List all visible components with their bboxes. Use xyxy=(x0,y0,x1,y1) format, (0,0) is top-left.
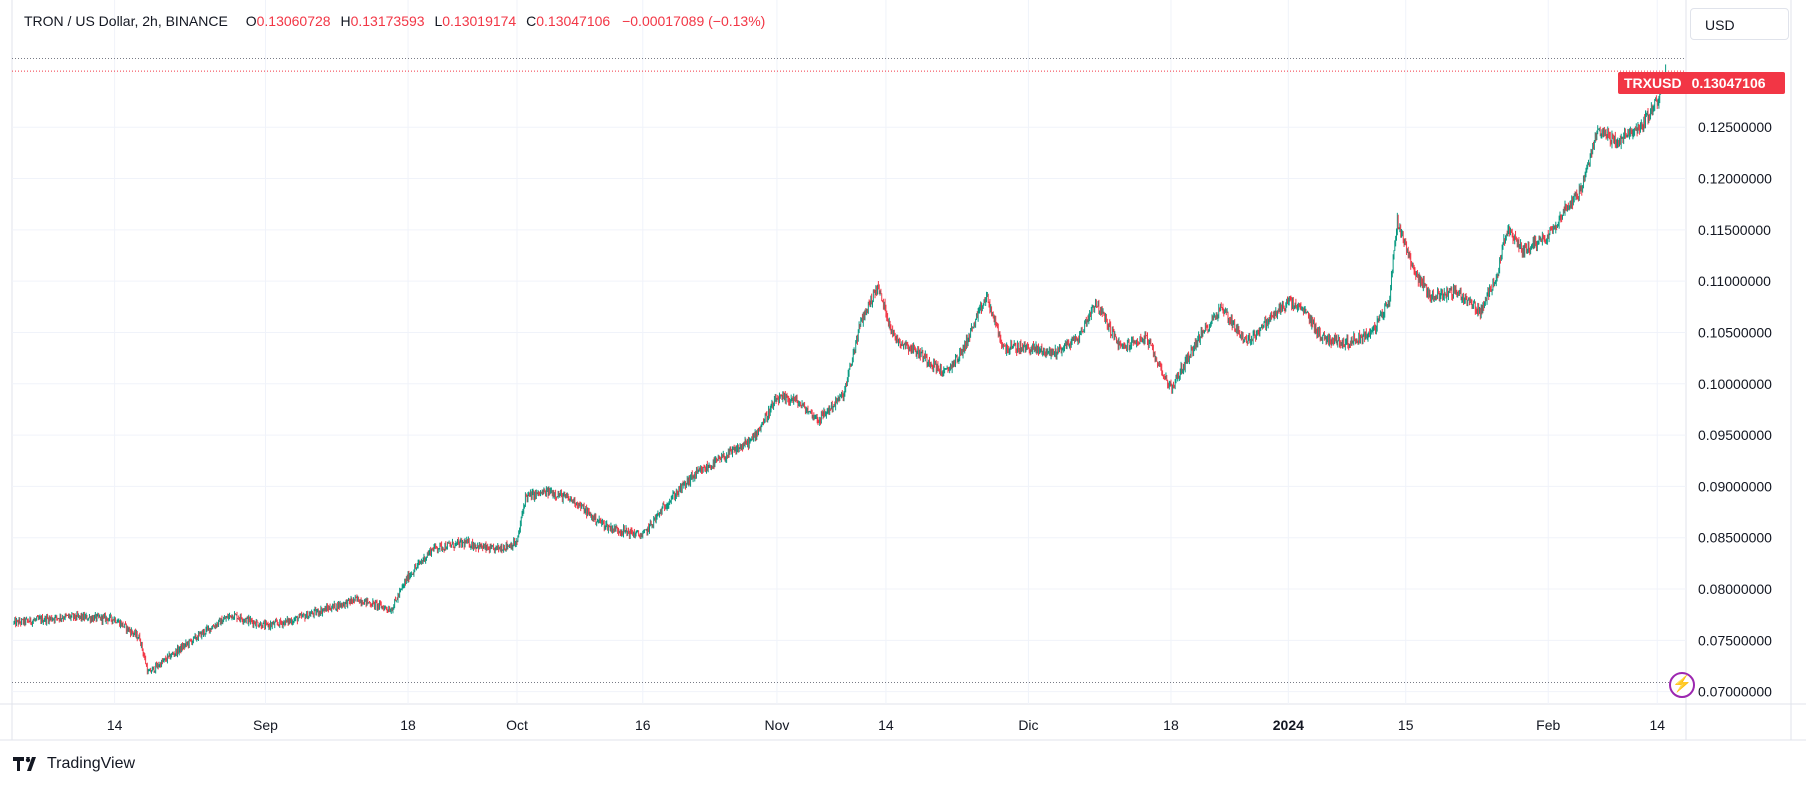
x-tick-label: 14 xyxy=(107,717,123,733)
currency-button[interactable]: USD xyxy=(1690,8,1789,40)
y-tick-label: 0.10000000 xyxy=(1698,376,1772,392)
x-tick-label: 2024 xyxy=(1273,717,1304,733)
last-price-symbol: TRXUSD xyxy=(1624,75,1682,91)
y-tick-label: 0.11500000 xyxy=(1698,222,1771,238)
guide-lines xyxy=(12,57,1686,683)
y-tick-label: 0.10500000 xyxy=(1698,324,1772,340)
y-tick-label: 0.09500000 xyxy=(1698,427,1772,443)
symbol-title[interactable]: TRON / US Dollar, 2h, BINANCE xyxy=(24,13,228,29)
y-tick-label: 0.09000000 xyxy=(1698,478,1772,494)
high-label: H xyxy=(340,13,351,29)
last-price-label: TRXUSD 0.13047106 xyxy=(1618,72,1785,94)
close-label: C xyxy=(526,13,537,29)
tradingview-logo[interactable]: TradingView xyxy=(13,755,135,773)
y-tick-label: 0.11000000 xyxy=(1698,273,1771,289)
time-axis: 14 Sep 18 Oct 16 Nov 14 Dic 18 2024 15 Feb 14 xyxy=(107,717,1665,733)
x-tick-label: Oct xyxy=(506,717,528,733)
low-label: L xyxy=(434,13,443,29)
high-value: 0.13173593 xyxy=(350,13,425,29)
x-tick-label: Nov xyxy=(764,717,789,733)
y-tick-label: 0.08500000 xyxy=(1698,530,1772,546)
x-tick-label: 14 xyxy=(878,717,894,733)
brand-name: TradingView xyxy=(47,755,136,772)
y-tick-label: 0.12500000 xyxy=(1698,119,1772,135)
x-tick-label: 14 xyxy=(1649,717,1665,733)
y-tick-label: 0.07500000 xyxy=(1698,632,1772,648)
x-tick-label: Feb xyxy=(1536,717,1560,733)
y-tick-label: 0.08000000 xyxy=(1698,581,1772,597)
x-tick-label: Dic xyxy=(1018,717,1038,733)
lightning-icon[interactable]: ⚡ xyxy=(1669,672,1695,698)
close-value: 0.13047106 xyxy=(536,13,611,29)
grid xyxy=(0,0,1806,741)
x-tick-label: 18 xyxy=(400,717,416,733)
price-axis: 0.07000000 0.07500000 0.08000000 0.08500000… xyxy=(1698,119,1772,699)
x-tick-label: Sep xyxy=(253,717,278,733)
last-price-value: 0.13047106 xyxy=(1691,75,1766,91)
candles xyxy=(13,64,1667,675)
x-tick-label: 15 xyxy=(1398,717,1414,733)
open-label: O xyxy=(245,13,257,29)
tradingview-logo-icon xyxy=(13,757,36,771)
y-tick-label: 0.07000000 xyxy=(1698,684,1772,700)
change-value: −0.00017089 (−0.13%) xyxy=(622,13,766,29)
low-value: 0.13019174 xyxy=(442,13,517,29)
open-value: 0.13060728 xyxy=(256,13,331,29)
ohlc-legend: TRON / US Dollar, 2h, BINANCE O0.1306072… xyxy=(24,13,765,29)
y-tick-label: 0.12000000 xyxy=(1698,171,1772,187)
x-tick-label: 16 xyxy=(635,717,651,733)
x-tick-label: 18 xyxy=(1163,717,1179,733)
